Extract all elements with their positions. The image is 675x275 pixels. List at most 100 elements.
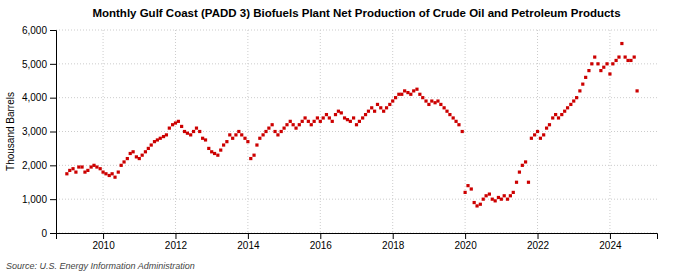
tick-mark <box>393 233 394 239</box>
grid-line-y <box>56 199 657 200</box>
tick-mark <box>50 165 56 166</box>
point <box>461 130 464 133</box>
tick-mark <box>50 30 56 31</box>
point <box>575 96 578 99</box>
tick-label: 6,000 <box>22 25 47 36</box>
point <box>617 55 620 58</box>
point <box>367 110 370 113</box>
point <box>503 194 506 197</box>
point <box>273 130 276 133</box>
point <box>298 123 301 126</box>
point <box>126 157 129 160</box>
point <box>319 120 322 123</box>
point <box>183 130 186 133</box>
point <box>515 181 518 184</box>
point <box>147 147 150 150</box>
point <box>83 171 86 174</box>
point <box>111 172 114 175</box>
point <box>512 191 515 194</box>
point <box>86 169 89 172</box>
point <box>557 116 560 119</box>
point <box>267 127 270 130</box>
grid-line-y <box>56 97 657 98</box>
point <box>204 138 207 141</box>
point <box>593 55 596 58</box>
tick: 1,000 <box>22 194 56 205</box>
grid-line-y <box>56 30 657 31</box>
point <box>521 164 524 167</box>
point <box>443 106 446 109</box>
point <box>195 127 198 130</box>
tick-label: 2010 <box>92 240 115 251</box>
tick: 0 <box>41 228 56 239</box>
point <box>249 157 252 160</box>
point <box>117 171 120 174</box>
tick-label: 3,000 <box>22 126 47 137</box>
point <box>234 133 237 136</box>
tick-label: 2018 <box>382 240 405 251</box>
point <box>397 93 400 96</box>
point <box>108 174 111 177</box>
point <box>222 143 225 146</box>
point <box>454 120 457 123</box>
point <box>228 133 231 136</box>
point <box>328 116 331 119</box>
tick-mark <box>320 233 321 239</box>
title: Monthly Gulf Coast (PADD 3) Biofuels Pla… <box>92 7 620 19</box>
point <box>104 172 107 175</box>
point <box>439 103 442 106</box>
point <box>485 194 488 197</box>
point <box>566 106 569 109</box>
point <box>346 118 349 121</box>
marks <box>65 42 638 208</box>
point <box>310 123 313 126</box>
point <box>144 150 147 153</box>
point <box>633 55 636 58</box>
point <box>388 103 391 106</box>
point <box>303 116 306 119</box>
tick: 2016 <box>310 233 333 251</box>
point <box>153 140 156 143</box>
point <box>584 76 587 79</box>
grid-line-x <box>103 30 104 233</box>
point <box>271 123 274 126</box>
point <box>614 59 617 62</box>
point <box>406 91 409 94</box>
point <box>433 101 436 104</box>
point <box>120 164 123 167</box>
point <box>132 150 135 153</box>
point <box>590 62 593 65</box>
y-axis-title: Thousand Barrels <box>5 92 16 171</box>
tick: 3,000 <box>22 126 56 137</box>
point <box>90 165 93 168</box>
point <box>620 42 623 45</box>
point <box>611 62 614 65</box>
point <box>415 88 418 91</box>
point <box>587 69 590 72</box>
point <box>74 171 77 174</box>
tick: 2012 <box>165 233 188 251</box>
point <box>436 99 439 102</box>
point <box>518 171 521 174</box>
chart: 2010201220142016201820202022202401,0002,… <box>0 0 675 275</box>
tick: 2024 <box>599 233 622 251</box>
plot-area: 2010201220142016201820202022202401,0002,… <box>22 25 658 251</box>
point <box>331 120 334 123</box>
point <box>141 154 144 157</box>
point <box>548 123 551 126</box>
point <box>464 191 467 194</box>
point <box>421 96 424 99</box>
point <box>99 167 102 170</box>
point <box>533 133 536 136</box>
tick-mark <box>538 233 539 239</box>
point <box>596 62 599 65</box>
tick: 2018 <box>382 233 405 251</box>
point <box>77 165 80 168</box>
point <box>150 143 153 146</box>
point <box>352 116 355 119</box>
point <box>475 204 478 207</box>
point <box>430 99 433 102</box>
grid-line-y <box>56 63 657 64</box>
point <box>457 123 460 126</box>
point <box>563 110 566 113</box>
